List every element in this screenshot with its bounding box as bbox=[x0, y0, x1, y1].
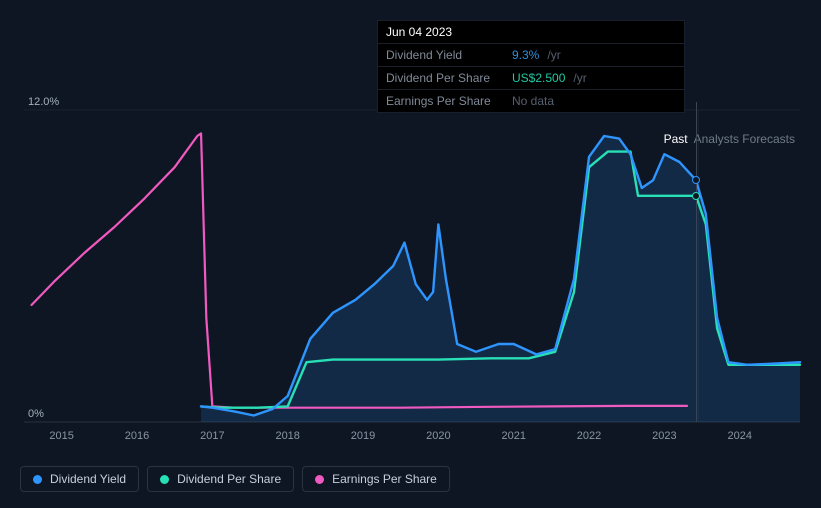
cursor-line bbox=[696, 102, 697, 422]
chart-tooltip: Jun 04 2023 Dividend Yield9.3%/yrDividen… bbox=[377, 20, 685, 113]
tooltip-row: Dividend Per Share US$2.500/yr bbox=[378, 67, 684, 90]
x-axis-label: 2016 bbox=[125, 430, 149, 442]
legend: Dividend Yield Dividend Per Share Earnings… bbox=[20, 466, 450, 492]
x-axis-label: 2018 bbox=[275, 430, 299, 442]
cursor-dot bbox=[692, 192, 700, 200]
series-toggle[interactable]: Past Analysts Forecasts bbox=[664, 132, 795, 146]
x-axis-label: 2021 bbox=[501, 430, 525, 442]
legend-dot bbox=[33, 475, 42, 484]
legend-label: Earnings Per Share bbox=[332, 472, 437, 486]
tooltip-value: 9.3% bbox=[512, 48, 539, 62]
toggle-forecast[interactable]: Analysts Forecasts bbox=[694, 132, 795, 146]
y-axis-label: 12.0% bbox=[28, 96, 59, 108]
x-axis-label: 2023 bbox=[652, 430, 676, 442]
tooltip-nodata: No data bbox=[512, 94, 554, 108]
x-axis-label: 2015 bbox=[49, 430, 73, 442]
legend-label: Dividend Per Share bbox=[177, 472, 281, 486]
legend-label: Dividend Yield bbox=[50, 472, 126, 486]
cursor-dot bbox=[692, 176, 700, 184]
legend-item-earnings-per-share[interactable]: Earnings Per Share bbox=[302, 466, 450, 492]
tooltip-unit: /yr bbox=[547, 48, 560, 62]
tooltip-row: Dividend Yield 9.3% /yr bbox=[378, 44, 684, 67]
toggle-past[interactable]: Past bbox=[664, 132, 688, 146]
tooltip-date: Jun 04 2023 bbox=[386, 25, 452, 39]
chart-svg bbox=[24, 110, 800, 422]
x-axis-label: 2020 bbox=[426, 430, 450, 442]
y-axis-label: 0% bbox=[28, 408, 44, 420]
legend-dot bbox=[315, 475, 324, 484]
tooltip-key: Dividend Yield bbox=[386, 48, 506, 62]
tooltip-key: Dividend Per Share bbox=[386, 71, 506, 85]
x-axis-label: 2017 bbox=[200, 430, 224, 442]
legend-item-dividend-yield[interactable]: Dividend Yield bbox=[20, 466, 139, 492]
dividend-chart: Jun 04 2023 Dividend Yield9.3%/yrDividen… bbox=[0, 0, 821, 508]
legend-dot bbox=[160, 475, 169, 484]
tooltip-row: Earnings Per Share No data bbox=[378, 90, 684, 112]
x-axis-label: 2024 bbox=[727, 430, 751, 442]
x-axis-label: 2019 bbox=[351, 430, 375, 442]
tooltip-key: Earnings Per Share bbox=[386, 94, 506, 108]
plot-area[interactable]: Past Analysts Forecasts bbox=[24, 110, 800, 422]
tooltip-unit: /yr bbox=[573, 71, 586, 85]
tooltip-value: US$2.500 bbox=[512, 71, 565, 85]
legend-item-dividend-per-share[interactable]: Dividend Per Share bbox=[147, 466, 294, 492]
x-axis-label: 2022 bbox=[577, 430, 601, 442]
